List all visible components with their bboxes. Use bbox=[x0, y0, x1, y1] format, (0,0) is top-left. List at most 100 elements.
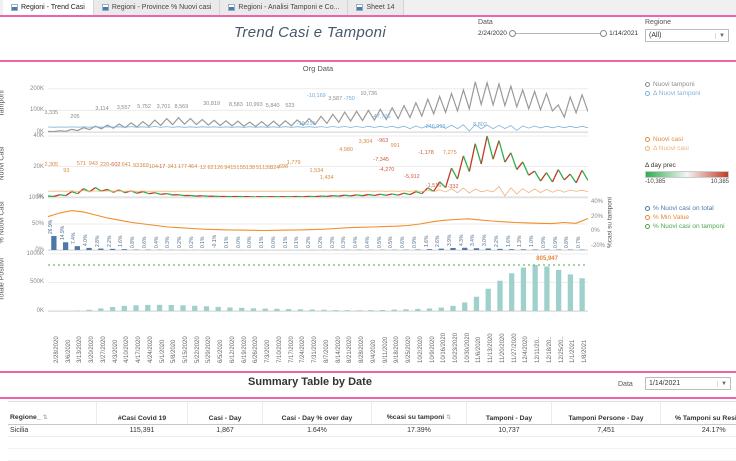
column-header-label: Tamponi Persone - Day bbox=[568, 415, 643, 422]
legend-item[interactable]: Nuovi tamponi bbox=[645, 80, 700, 89]
x-tick-label: 7/24/2020 bbox=[300, 336, 306, 363]
column-header-label: Casi - Day bbox=[209, 415, 242, 422]
legend-label: Nuovi casi bbox=[653, 135, 683, 144]
legend-label: Nuovi tamponi bbox=[653, 80, 695, 89]
sort-icon[interactable]: ⇅ bbox=[43, 415, 48, 421]
bar-value-label: 0.7% bbox=[577, 236, 582, 247]
x-tick-label: 4/10/2020 bbox=[124, 336, 130, 363]
bar-value-label: 0.1% bbox=[284, 237, 289, 248]
sheet-tab-3[interactable]: Sheet 14 bbox=[348, 0, 403, 15]
x-tick-label: 5/8/2020 bbox=[171, 340, 177, 363]
data-annotation: -4,270 bbox=[379, 167, 395, 173]
y-axis-title: Totale Positivi bbox=[0, 250, 6, 310]
data-annotation: 2,305 bbox=[44, 162, 58, 168]
legend-marker-icon bbox=[645, 137, 650, 142]
data-annotation: 93 bbox=[133, 163, 139, 169]
panel-pct-nuovi-casi[interactable]: 0%50%100%40%20%0%-20%26.9%14.9%7.4%4.0%2… bbox=[48, 198, 588, 251]
legend-item[interactable]: Nuovi casi bbox=[645, 135, 689, 144]
delta-legend-title: Δ day prec bbox=[645, 162, 729, 169]
region-filter: Regione (All) ▼ bbox=[645, 19, 729, 42]
data-annotation: 3,701 bbox=[157, 104, 171, 110]
data-annotation: 4,980 bbox=[339, 147, 353, 153]
slider-handle-start[interactable] bbox=[509, 30, 516, 37]
y-axis-title: % Nuovi Casi bbox=[0, 193, 6, 253]
bar-value-label: 0.0% bbox=[237, 237, 242, 248]
x-tick-label: 4/24/2020 bbox=[148, 336, 154, 363]
legend-marker-icon bbox=[645, 206, 650, 211]
bar-value-label: 0.9% bbox=[542, 236, 547, 247]
region-select[interactable]: (All) ▼ bbox=[645, 29, 729, 42]
data-annotation: 3,114 bbox=[95, 106, 108, 112]
y-axis-title: Tamponi bbox=[0, 74, 6, 134]
column-header-1[interactable]: #Casi Covid 19 bbox=[97, 402, 188, 425]
summary-date-select[interactable]: 1/14/2021 ▼ bbox=[645, 377, 731, 390]
bar-value-label: 3.0% bbox=[483, 235, 488, 246]
x-tick-label: 12/25/20.. bbox=[559, 336, 565, 363]
table-cell: 1.64% bbox=[263, 425, 372, 437]
x-tick-label: 7/31/2020 bbox=[312, 336, 318, 363]
x-tick-label: 6/19/2020 bbox=[242, 336, 248, 363]
table-cell: 115,391 bbox=[97, 425, 188, 437]
table-cell: 7,451 bbox=[552, 425, 661, 437]
region-filter-label: Regione bbox=[645, 19, 729, 26]
column-header-label: % Tamponi su Residenti bbox=[675, 415, 736, 422]
bar-value-label: 1.6% bbox=[119, 236, 124, 247]
legend-item[interactable]: Δ Nuovi casi bbox=[645, 144, 689, 153]
sheet-icon bbox=[228, 4, 235, 11]
legend-item[interactable]: % Min Value bbox=[645, 213, 725, 222]
delta-legend-min: -10,385 bbox=[645, 179, 665, 185]
x-tick-label: 11/13/2020 bbox=[488, 333, 494, 363]
sheet-tab-2[interactable]: Regioni - Analisi Tamponi e Co... bbox=[220, 0, 348, 15]
sheet-tab-bar: Regioni - Trend Casi Regioni - Province %… bbox=[0, 0, 736, 15]
refline-label: 805,947 bbox=[536, 256, 558, 262]
sheet-tab-1[interactable]: Regioni - Province % Nuovi casi bbox=[94, 0, 221, 15]
date-range-filter: Data 2/24/2020 1/14/2021 bbox=[478, 19, 638, 37]
date-range-slider[interactable] bbox=[510, 30, 606, 37]
sheet-tab-label: Regioni - Province % Nuovi casi bbox=[112, 4, 212, 11]
slider-handle-end[interactable] bbox=[600, 30, 607, 37]
legend-marker-icon bbox=[645, 224, 650, 229]
bar-value-label: 1.0% bbox=[530, 236, 535, 247]
sort-icon[interactable]: ⇅ bbox=[446, 415, 451, 421]
sheet-tab-0[interactable]: Regioni - Trend Casi bbox=[3, 0, 94, 15]
legend-delta-day-prec: Δ day prec -10,385 10,385 bbox=[645, 162, 729, 185]
bar-value-label: 0.2% bbox=[307, 237, 312, 248]
x-tick-label: 11/20/2020 bbox=[500, 333, 506, 363]
chevron-down-icon: ▼ bbox=[715, 33, 725, 39]
legend-label: % Min Value bbox=[653, 213, 689, 222]
column-header-5[interactable]: Tamponi - Day bbox=[467, 402, 552, 425]
x-tick-label: 9/11/2020 bbox=[383, 337, 389, 363]
column-header-4[interactable]: %casi su tamponi⇅ bbox=[372, 402, 467, 425]
empty-table-row bbox=[8, 437, 736, 449]
bar-value-label: 1.6% bbox=[425, 236, 430, 247]
y-tick-label: 100K bbox=[12, 106, 44, 114]
y2-tick-label: -20% bbox=[591, 242, 605, 250]
data-annotation: 3,587 bbox=[328, 96, 342, 102]
column-header-6[interactable]: Tamponi Persone - Day bbox=[552, 402, 661, 425]
bar-value-label: 0.5% bbox=[378, 236, 383, 247]
data-annotation: 30,819 bbox=[203, 101, 220, 107]
legend-item[interactable]: % Nuovi casi on total bbox=[645, 204, 725, 213]
x-tick-label: 10/23/2020 bbox=[453, 333, 459, 363]
sheet-icon bbox=[356, 4, 363, 11]
legend-marker-icon bbox=[645, 91, 650, 96]
column-header-0[interactable]: Regione_⇅ bbox=[8, 402, 97, 425]
x-tick-label: 10/2/2020 bbox=[418, 336, 424, 363]
legend-marker-icon bbox=[645, 82, 650, 87]
legend-item[interactable]: Δ Nuovi tamponi bbox=[645, 89, 700, 98]
data-annotation: -5,912 bbox=[404, 174, 420, 180]
legend-item[interactable]: % Nuovi casi on tamponi bbox=[645, 222, 725, 231]
column-header-7[interactable]: % Tamponi su Residenti bbox=[661, 402, 736, 425]
column-header-3[interactable]: Casi - Day % over day bbox=[263, 402, 372, 425]
data-annotation: -1,516 bbox=[426, 183, 442, 189]
data-annotation: 10,736 bbox=[360, 91, 377, 97]
data-annotation: 3,304 bbox=[359, 139, 373, 145]
bar-value-label: 2.2% bbox=[495, 235, 500, 246]
summary-date-value: 1/14/2021 bbox=[649, 380, 680, 387]
column-header-2[interactable]: Casi - Day bbox=[188, 402, 263, 425]
x-tick-label: 7/3/2020 bbox=[265, 340, 271, 363]
